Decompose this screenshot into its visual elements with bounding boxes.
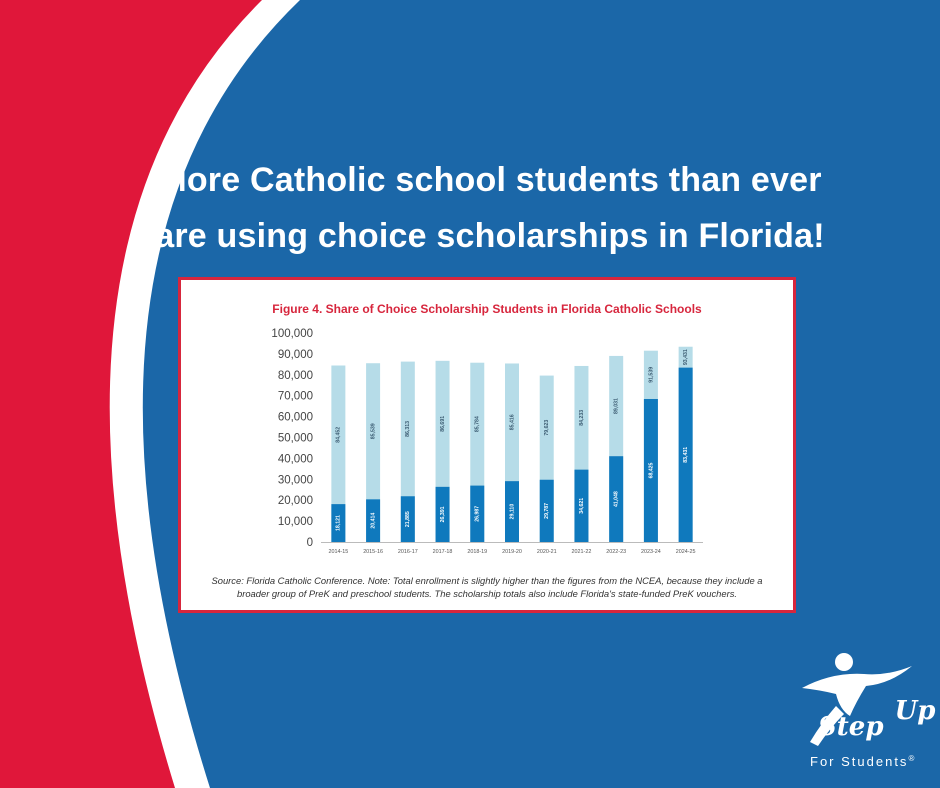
data-label-total: 93,431 — [683, 349, 689, 365]
x-tick-label: 2014-15 — [328, 549, 348, 555]
data-label-scholarship: 34,621 — [579, 498, 585, 514]
bar-total-enrollment — [331, 365, 346, 542]
bar-scholarship-students — [331, 504, 346, 542]
bar-scholarship-students — [366, 499, 381, 542]
data-label-total: 86,313 — [405, 421, 411, 437]
data-label-total: 91,539 — [648, 367, 654, 383]
x-tick-label: 2020-21 — [537, 549, 557, 555]
y-tick-label: 40,000 — [278, 453, 313, 465]
data-label-scholarship: 29,110 — [509, 504, 515, 520]
data-label-total: 84,452 — [336, 427, 342, 443]
y-tick-label: 20,000 — [278, 495, 313, 507]
data-label-total: 85,539 — [370, 423, 376, 439]
bar-scholarship-students — [435, 486, 450, 542]
data-label-scholarship: 83,431 — [683, 447, 689, 463]
y-tick-label: 0 — [307, 537, 313, 549]
bar-scholarship-students — [643, 398, 658, 542]
logo-up: Up — [894, 696, 936, 726]
y-tick-label: 70,000 — [278, 391, 313, 403]
logo-tagline: For Students® — [810, 754, 916, 769]
bar-chart: 0 10,000 20,000 30,000 40,000 50,000 60,000 70,… — [271, 328, 703, 555]
bar-scholarship-students — [505, 481, 519, 542]
source-note-line-2: broader group of PreK and preschool stud… — [237, 588, 737, 599]
y-tick-label: 80,000 — [278, 370, 313, 382]
logo-wordmark: Step Up — [818, 696, 935, 742]
x-tick-label: 2016-17 — [398, 549, 418, 555]
data-label-scholarship: 68,425 — [648, 462, 654, 478]
bar-total-enrollment — [366, 363, 381, 542]
data-label-scholarship: 29,787 — [544, 503, 550, 519]
bar-scholarship-students — [678, 367, 693, 542]
y-tick-label: 30,000 — [278, 474, 313, 486]
bar-scholarship-students — [609, 456, 624, 542]
x-tick-label: 2024-25 — [676, 549, 696, 555]
chart-title: Figure 4. Share of Choice Scholarship St… — [272, 302, 702, 316]
data-label-scholarship: 26,391 — [440, 506, 446, 522]
runner-figure-icon — [802, 653, 912, 746]
logo-for-students: For Students — [810, 754, 909, 769]
source-note: Source: Florida Catholic Conference. Not… — [189, 574, 785, 600]
x-tick-label: 2019-20 — [502, 549, 522, 555]
bar-scholarship-students — [470, 485, 485, 542]
logo-registered-mark: ® — [908, 754, 917, 763]
source-note-line-1: Source: Florida Catholic Conference. Not… — [211, 575, 763, 586]
data-label-total: 86,691 — [440, 416, 446, 432]
data-label-scholarship: 20,414 — [370, 513, 376, 529]
x-tick-label: 2022-23 — [606, 549, 626, 555]
chart-card: Figure 4. Share of Choice Scholarship St… — [178, 277, 796, 613]
bar-scholarship-students — [574, 469, 589, 542]
x-tick-label: 2018-19 — [467, 549, 487, 555]
headline: More Catholic school students than ever … — [130, 152, 850, 264]
data-label-scholarship: 41,048 — [614, 491, 620, 507]
y-tick-label: 100,000 — [271, 328, 313, 340]
y-tick-label: 90,000 — [278, 349, 313, 361]
y-tick-label: 60,000 — [278, 412, 313, 424]
headline-line-1: More Catholic school students than ever — [158, 161, 822, 199]
logo-step: Step — [818, 712, 884, 742]
y-tick-label: 50,000 — [278, 433, 313, 445]
bar-scholarship-students — [400, 496, 415, 542]
headline-line-2: are using choice scholarships in Florida… — [155, 217, 825, 255]
data-label-total: 85,784 — [475, 416, 481, 432]
data-label-scholarship: 18,121 — [336, 515, 342, 531]
data-label-scholarship: 21,885 — [405, 511, 411, 527]
x-tick-label: 2017-18 — [433, 549, 453, 555]
x-tick-label: 2021-22 — [572, 549, 592, 555]
bar-scholarship-students — [539, 479, 554, 542]
y-tick-label: 10,000 — [278, 516, 313, 528]
x-tick-label: 2023-24 — [641, 549, 661, 555]
data-label-total: 79,623 — [544, 420, 550, 436]
data-label-scholarship: 26,987 — [475, 506, 481, 522]
data-label-total: 84,233 — [579, 410, 585, 426]
data-label-total: 85,416 — [509, 414, 515, 430]
data-label-total: 89,031 — [614, 398, 620, 414]
x-tick-label: 2015-16 — [363, 549, 383, 555]
